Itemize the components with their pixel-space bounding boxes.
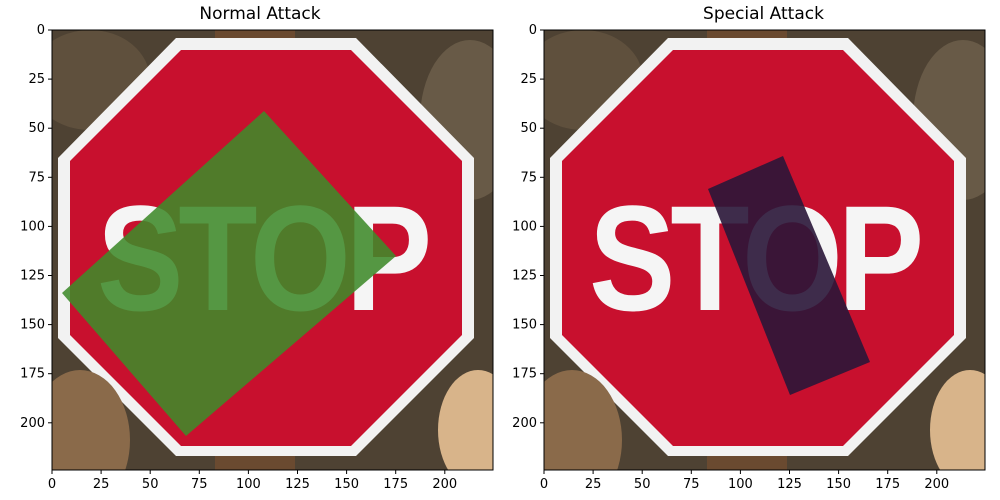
x-tick-label: 150 [826,477,851,492]
x-tick-label: 150 [334,477,359,492]
x-tick-label: 100 [236,477,261,492]
x-tick-label: 200 [432,477,457,492]
x-tick-label: 0 [540,477,548,492]
x-tick-label: 175 [383,477,408,492]
axis-ticks: 0 25 50 75 100 125 150 175 200 0 25 50 75 100 125 150 17… [20,23,457,492]
x-tick-label: 50 [142,477,159,492]
y-tick-label: 25 [520,72,537,87]
x-tick-label: 200 [924,477,949,492]
x-tick-label: 75 [683,477,700,492]
y-tick-label: 25 [28,72,45,87]
y-tick-label: 200 [20,416,45,431]
hair-left [544,370,622,470]
face-right [930,370,985,470]
x-tick-label: 175 [875,477,900,492]
axes-frame [543,29,986,471]
adversarial-patch [62,111,396,436]
y-tick-label: 75 [28,170,45,185]
x-tick-label: 125 [777,477,802,492]
y-tick-label: 125 [512,269,537,284]
y-tick-label: 100 [512,219,537,234]
panel-title: Normal Attack [199,4,321,24]
y-tick-label: 50 [28,121,45,136]
adversarial-patch [708,156,870,395]
face-right [438,370,493,470]
panel-normal-attack: Normal Attack STOP 025507510012515017520… [20,4,494,492]
y-tick-label: 100 [20,219,45,234]
x-tick-label: 125 [285,477,310,492]
x-tick-label: 0 [48,477,56,492]
hair-left [52,370,130,470]
x-tick-label: 75 [191,477,208,492]
image-plot-special: STOP 02550751001251501752000255075100125… [512,23,986,492]
y-tick-label: 125 [20,269,45,284]
x-tick-label: 50 [634,477,651,492]
axis-ticks: 0 25 50 75 100 125 150 175 200 0 25 50 75 100 125 150 17… [512,23,949,492]
x-tick-label: 25 [93,477,110,492]
y-tick-label: 150 [20,318,45,333]
panel-title: Special Attack [703,4,824,24]
x-tick-label: 25 [585,477,602,492]
axes-frame [51,29,494,471]
y-tick-label: 150 [512,318,537,333]
y-tick-label: 200 [512,416,537,431]
x-tick-label: 100 [728,477,753,492]
panel-special-attack: Special Attack STOP 02550751001251501752… [493,0,1000,500]
y-tick-label: 175 [20,367,45,382]
image-plot-normal: STOP 02550751001251501752000255075100125… [20,23,494,492]
y-tick-label: 175 [512,367,537,382]
y-tick-label: 0 [37,23,45,38]
y-tick-label: 50 [520,121,537,136]
y-tick-label: 75 [520,170,537,185]
y-tick-label: 0 [529,23,537,38]
